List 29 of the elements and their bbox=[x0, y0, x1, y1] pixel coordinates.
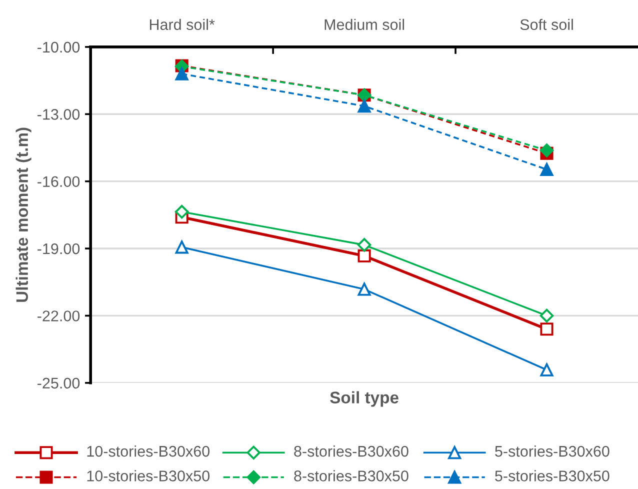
point bbox=[358, 249, 371, 262]
legend-label: 5-stories-B30x50 bbox=[495, 470, 610, 482]
x-axis-title: Soil type bbox=[330, 391, 398, 407]
point bbox=[540, 144, 554, 158]
point bbox=[358, 282, 371, 296]
y-tick-label: -25.00 bbox=[38, 378, 80, 389]
point bbox=[358, 100, 371, 113]
point bbox=[175, 240, 188, 254]
point bbox=[540, 363, 554, 376]
point bbox=[357, 238, 372, 252]
legend-label: 5-stories-B30x60 bbox=[495, 446, 610, 457]
point bbox=[175, 67, 188, 80]
y-tick-label: -10.00 bbox=[38, 42, 80, 53]
legend-label: 10-stories-B30x50 bbox=[87, 470, 210, 482]
legend-label: 8-stories-B30x50 bbox=[294, 470, 408, 482]
y-tick-label: -13.00 bbox=[38, 109, 80, 120]
y-tick-label: -19.00 bbox=[38, 243, 80, 254]
legend-label: 8-stories-B30x60 bbox=[294, 446, 408, 457]
point bbox=[540, 308, 554, 323]
legend-label: 10-stories-B30x60 bbox=[87, 446, 210, 457]
y-tick-label: -16.00 bbox=[38, 176, 80, 188]
y-tick-label: -22.00 bbox=[38, 310, 80, 322]
point bbox=[174, 204, 189, 219]
point bbox=[540, 322, 554, 336]
x-tick-label: Soft soil bbox=[520, 18, 573, 30]
x-tick-label: Medium soil bbox=[324, 18, 404, 30]
x-tick-label: Hard soil* bbox=[150, 18, 215, 30]
point bbox=[540, 162, 554, 176]
y-axis-title: Ultimate moment (t.m) bbox=[16, 128, 32, 302]
